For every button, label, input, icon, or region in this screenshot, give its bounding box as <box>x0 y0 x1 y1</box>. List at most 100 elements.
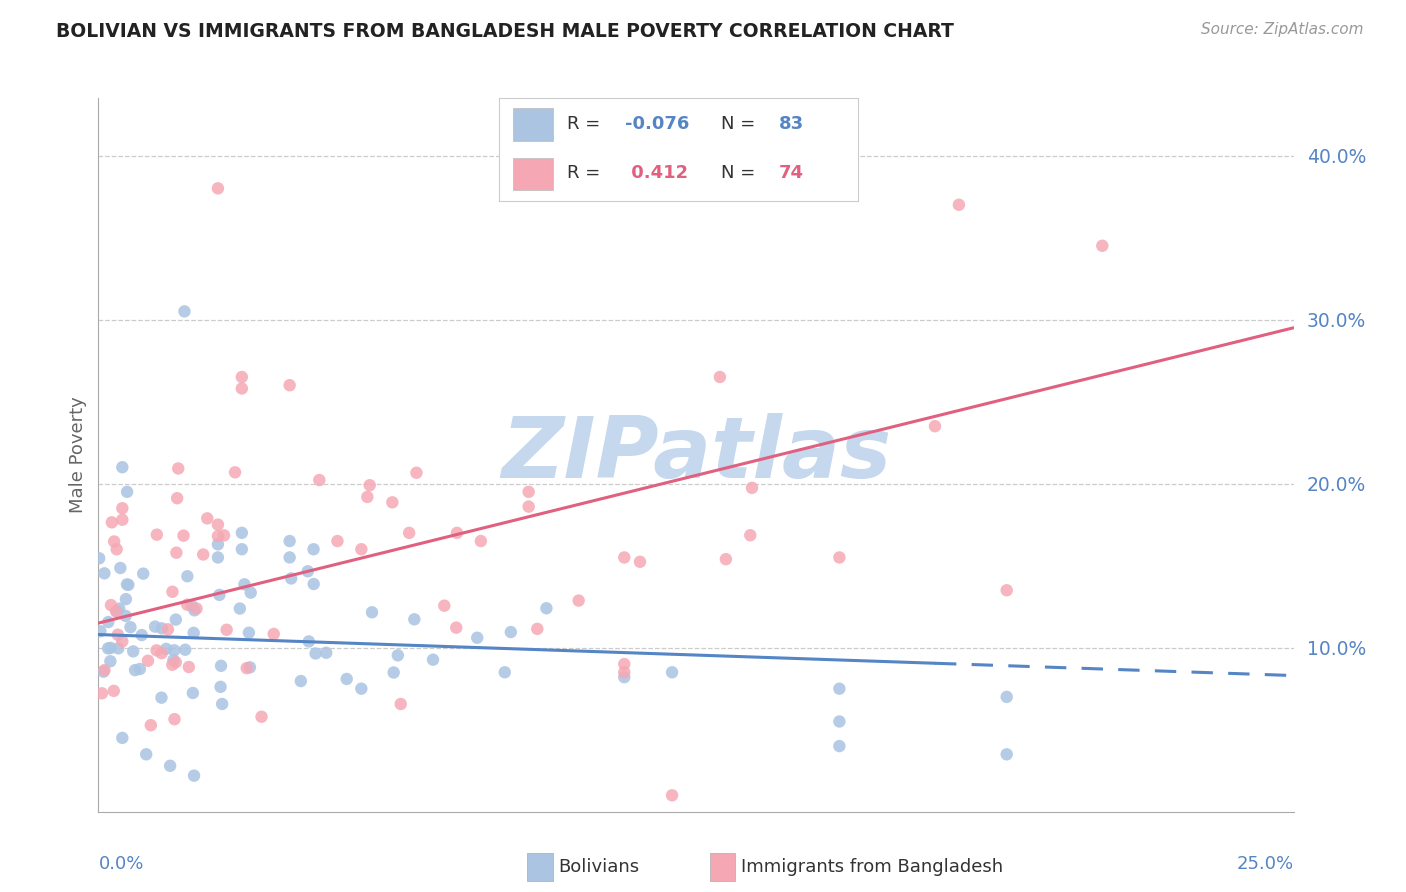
Point <box>89 624 111 639</box>
Point <box>97 641 120 656</box>
Point <box>145 643 167 657</box>
Text: BOLIVIAN VS IMMIGRANTS FROM BANGLADESH MALE POVERTY CORRELATION CHART: BOLIVIAN VS IMMIGRANTS FROM BANGLADESH M… <box>56 22 955 41</box>
Point <box>231 370 253 384</box>
Point <box>613 665 636 680</box>
Text: R =: R = <box>567 164 606 182</box>
Point <box>162 657 184 672</box>
Point <box>387 648 409 663</box>
Point <box>517 500 540 514</box>
Point <box>195 511 218 525</box>
Text: 0.412: 0.412 <box>624 164 688 182</box>
Text: N =: N = <box>721 115 762 133</box>
Point <box>336 672 359 686</box>
Point <box>105 542 128 557</box>
Point <box>828 714 851 729</box>
Point <box>278 534 301 549</box>
Point <box>405 466 427 480</box>
Point <box>229 601 252 615</box>
FancyBboxPatch shape <box>513 158 553 190</box>
Point <box>350 681 373 696</box>
Point <box>995 747 1018 762</box>
Text: -0.076: -0.076 <box>624 115 689 133</box>
Point <box>173 304 195 318</box>
Point <box>233 577 256 591</box>
Point <box>107 628 129 642</box>
Point <box>389 697 412 711</box>
Point <box>93 663 115 677</box>
Point <box>239 660 262 674</box>
Point <box>207 550 229 565</box>
Point <box>446 525 468 540</box>
Point <box>741 481 763 495</box>
Point <box>159 759 181 773</box>
Point <box>156 623 179 637</box>
Point <box>155 641 177 656</box>
Point <box>350 542 373 557</box>
Point <box>90 686 112 700</box>
Point <box>828 739 851 753</box>
FancyBboxPatch shape <box>513 109 553 141</box>
Point <box>165 546 187 560</box>
Point <box>150 690 173 705</box>
Point <box>162 584 184 599</box>
Point <box>101 516 124 530</box>
Point <box>135 747 157 762</box>
Point <box>167 461 190 475</box>
Point <box>107 641 129 656</box>
Point <box>208 588 231 602</box>
Point <box>263 627 285 641</box>
Point <box>131 628 153 642</box>
Point <box>238 625 260 640</box>
Point <box>526 622 548 636</box>
Point <box>211 697 233 711</box>
Point <box>828 550 851 565</box>
Point <box>176 598 198 612</box>
Point <box>356 490 378 504</box>
Point <box>100 654 122 668</box>
Point <box>117 578 139 592</box>
Point <box>326 534 349 549</box>
Point <box>165 613 187 627</box>
Point <box>207 529 229 543</box>
Y-axis label: Male Poverty: Male Poverty <box>69 397 87 513</box>
Point <box>231 525 253 540</box>
Point <box>120 620 142 634</box>
Point <box>166 491 188 506</box>
Point <box>193 548 215 562</box>
Point <box>290 674 312 689</box>
Point <box>433 599 456 613</box>
Point <box>100 598 122 612</box>
Text: N =: N = <box>721 164 762 182</box>
Point <box>174 642 197 657</box>
Point <box>465 631 488 645</box>
Point <box>239 585 262 599</box>
Point <box>212 528 235 542</box>
Point <box>111 634 134 648</box>
Point <box>111 731 134 745</box>
Point <box>173 528 195 542</box>
Point <box>613 657 636 671</box>
Point <box>105 605 128 619</box>
Point <box>315 646 337 660</box>
Point <box>250 710 273 724</box>
Point <box>235 661 257 675</box>
Point <box>183 625 205 640</box>
Point <box>181 686 204 700</box>
Point <box>494 665 516 680</box>
Point <box>231 382 253 396</box>
Point <box>924 419 946 434</box>
Point <box>162 653 184 667</box>
Point <box>146 527 169 541</box>
Point <box>111 513 134 527</box>
Point <box>115 577 138 591</box>
Point <box>280 571 302 585</box>
Point <box>111 460 134 475</box>
Point <box>995 690 1018 704</box>
Point <box>470 534 492 549</box>
Point <box>100 640 122 655</box>
Point <box>381 495 404 509</box>
Point <box>499 625 522 640</box>
Point <box>97 615 120 629</box>
Point <box>207 517 229 532</box>
Point <box>93 665 115 679</box>
